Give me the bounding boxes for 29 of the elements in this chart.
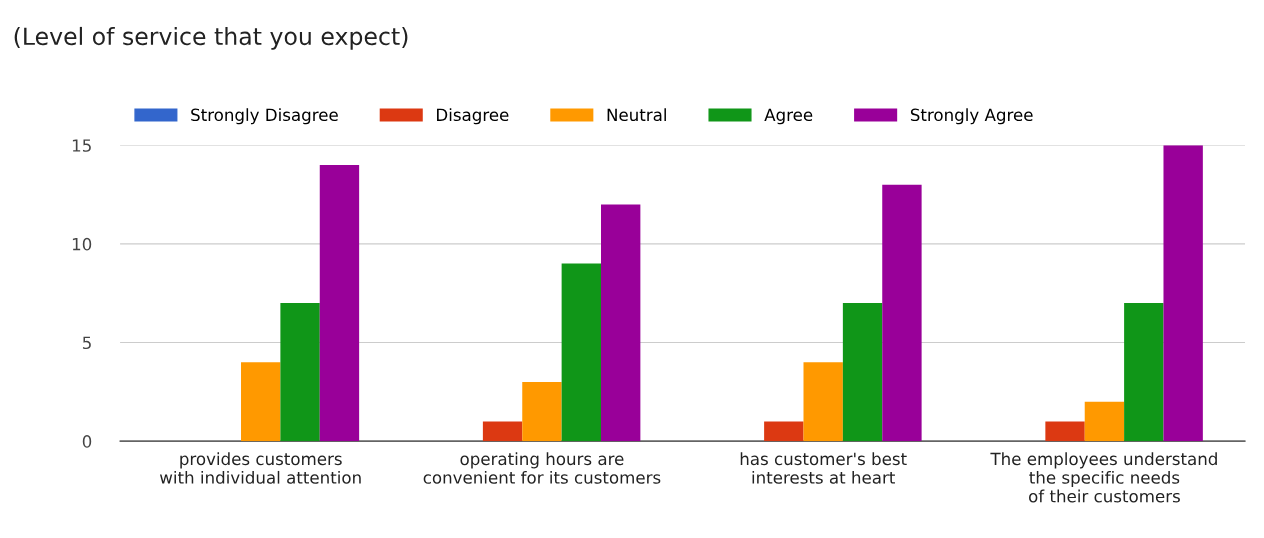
legend-label: Strongly Agree [910, 108, 1033, 125]
bar [1124, 303, 1164, 442]
bar [803, 362, 843, 442]
y-tick-label: 0 [82, 435, 92, 448]
x-tick-label: operating hours are convenient for its customers [423, 452, 661, 484]
bar [1084, 401, 1125, 442]
bar [1045, 421, 1085, 442]
y-tick-label: 5 [82, 336, 91, 350]
x-tick-label: The employees understand the specific needs of their customers [990, 452, 1217, 503]
y-tick-label: 10 [72, 237, 92, 251]
bar [241, 362, 281, 442]
bar [280, 303, 320, 442]
bar [882, 184, 922, 442]
legend-label: Agree [764, 108, 813, 125]
chart-title: (Level of service that you expect) [14, 26, 408, 50]
bar [764, 421, 804, 442]
bar [482, 421, 523, 442]
bar [319, 164, 360, 442]
bar [1163, 145, 1203, 442]
legend-label: Disagree [437, 108, 509, 125]
bar [842, 303, 883, 442]
x-tick-label: provides customers with individual attention [159, 452, 361, 484]
y-tick-label: 15 [72, 139, 91, 152]
legend-label: Neutral [607, 108, 666, 122]
bar [561, 263, 601, 442]
bar [601, 204, 641, 442]
bar [522, 381, 562, 442]
x-tick-label: has customer's best interests at heart [740, 452, 907, 484]
legend-label: Strongly Disagree [191, 108, 338, 125]
